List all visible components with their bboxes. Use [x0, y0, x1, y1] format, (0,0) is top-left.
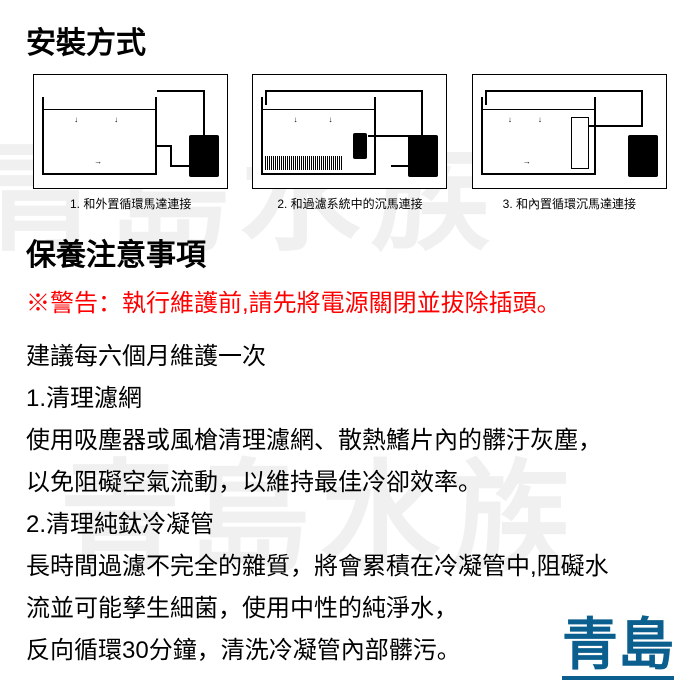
body-line-5: 長時間過濾不完全的雜質，將會累積在冷凝管中,阻礙水 [26, 546, 674, 588]
body-line-3: 以免阻礙空氣流動，以維持最佳冷卻效率。 [26, 462, 674, 504]
maintenance-title: 保養注意事項 [26, 230, 674, 274]
diagram-3-box: ↓ ↓ → [472, 74, 667, 189]
warning-text: ※警告：執行維護前,請先將電源關閉並拔除插頭。 [26, 286, 674, 322]
diagram-1-caption: 1. 和外置循環馬達連接 [70, 195, 191, 212]
diagram-1-box: ↓ ↓ → [33, 74, 228, 189]
diagram-2-caption: 2. 和過濾系統中的沉馬連接 [277, 195, 422, 212]
body-line-2: 使用吸塵器或風槍清理濾網、散熱鰭片內的髒汙灰塵， [26, 420, 674, 462]
body-line-4: 2.清理純鈦冷凝管 [26, 504, 674, 546]
body-line-1: 1.清理濾網 [26, 378, 674, 420]
diagram-2: ↓ ↓ 2. 和過濾系統中的沉馬連接 [245, 74, 454, 212]
diagram-1: ↓ ↓ → 1. 和外置循環馬達連接 [26, 74, 235, 212]
body-line-0: 建議每六個月維護一次 [26, 336, 674, 378]
diagram-3-caption: 3. 和內置循環沉馬達連接 [503, 195, 636, 212]
install-title: 安裝方式 [26, 18, 674, 62]
diagrams-row: ↓ ↓ → 1. 和外置循環馬達連接 ↓ ↓ 2. 和過濾系統中的沉馬連接 [26, 74, 674, 212]
diagram-2-box: ↓ ↓ [252, 74, 447, 189]
logo-text: 青島 [562, 618, 674, 680]
diagram-3: ↓ ↓ → 3. 和內置循環沉馬達連接 [465, 74, 674, 212]
